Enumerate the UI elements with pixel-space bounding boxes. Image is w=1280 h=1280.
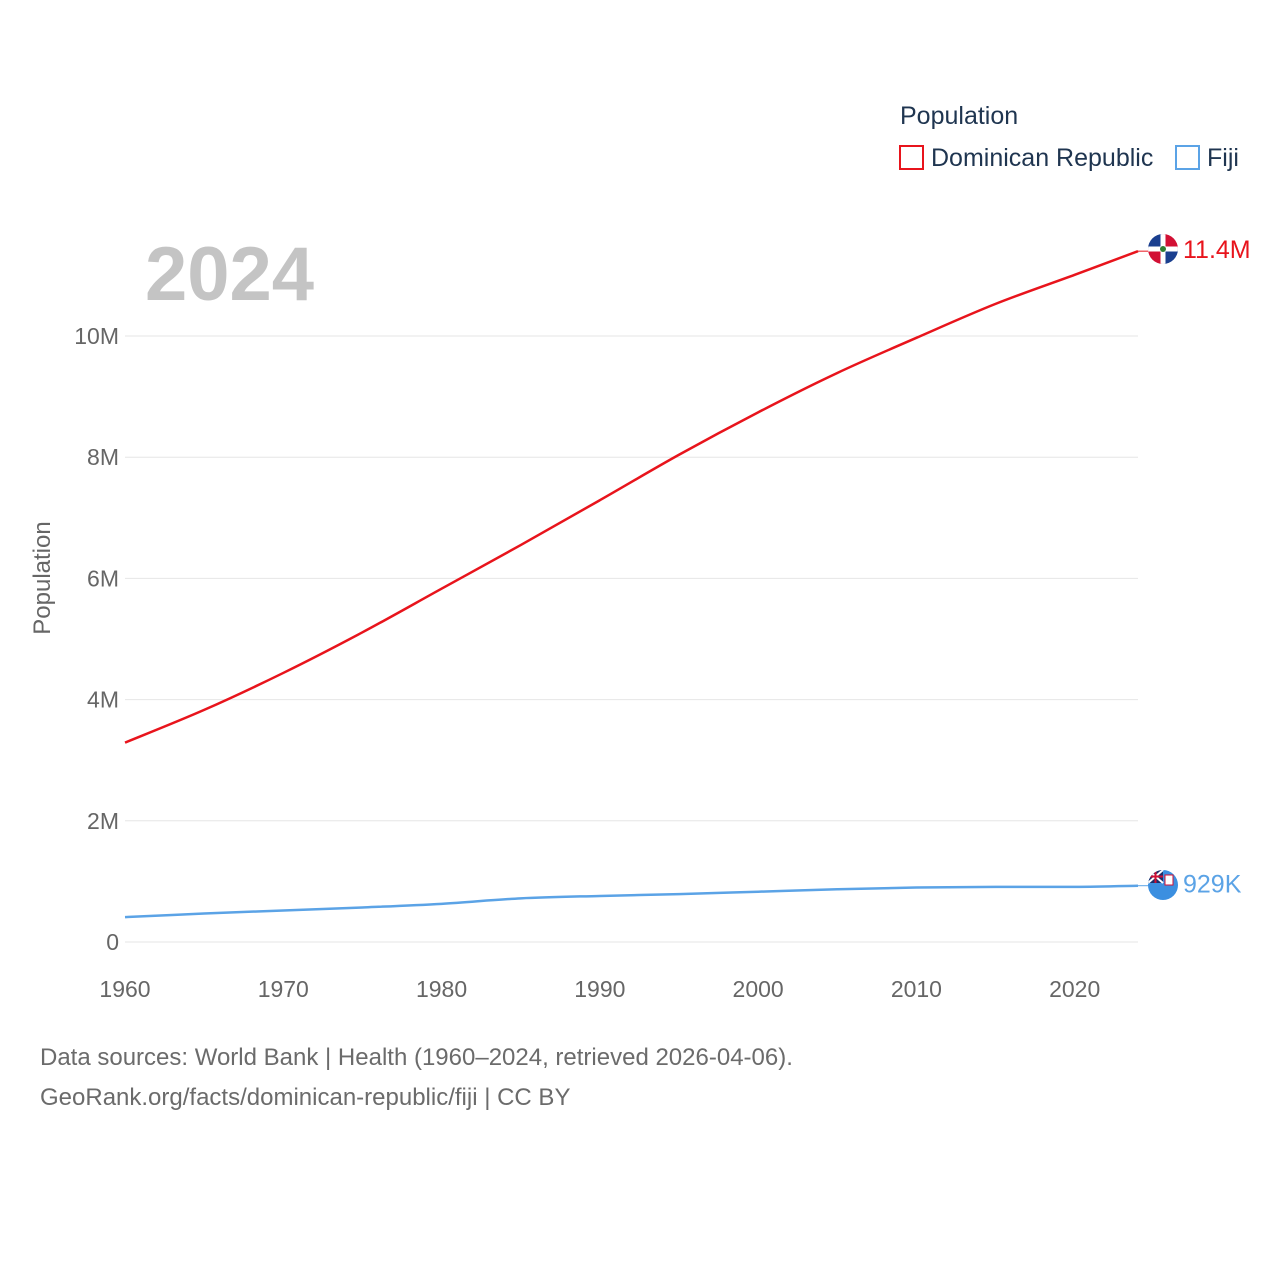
dominican-republic-flag-icon (1148, 234, 1178, 264)
legend-swatch-dominican-republic (899, 145, 924, 170)
legend-label-dominican-republic: Dominican Republic (931, 144, 1153, 172)
end-value-label-dominican-republic: 11.4M (1183, 236, 1251, 264)
source-line-2[interactable]: GeoRank.org/facts/dominican-republic/fij… (40, 1084, 571, 1111)
y-axis-ticks: 0 2M 4M 6M 8M 10M (74, 323, 119, 955)
x-tick-label: 1990 (574, 976, 625, 1002)
legend-swatch-fiji (1175, 145, 1200, 170)
fiji-flag-icon (1148, 870, 1178, 900)
series-lines: 11.4M 929K (124, 236, 1251, 919)
legend-label-fiji: Fiji (1207, 144, 1239, 172)
y-tick-label: 6M (87, 565, 119, 591)
legend-item-dominican-republic[interactable]: Dominican Republic (899, 144, 1153, 172)
legend-item-fiji[interactable]: Fiji (1175, 144, 1239, 172)
x-tick-label: 2000 (733, 976, 784, 1002)
gridlines (125, 335, 1138, 943)
y-tick-label: 10M (74, 323, 119, 349)
y-tick-label: 8M (87, 444, 119, 470)
x-tick-label: 1980 (416, 976, 467, 1002)
x-axis-ticks: 1960 1970 1980 1990 2000 2010 2020 (99, 976, 1100, 1002)
x-tick-label: 2010 (891, 976, 942, 1002)
legend: Population Dominican Republic Fiji (899, 102, 1239, 172)
year-label: 2024 (145, 232, 314, 317)
x-tick-label: 1960 (99, 976, 150, 1002)
x-tick-label: 2020 (1049, 976, 1100, 1002)
source-line-1: Data sources: World Bank | Health (1960–… (40, 1044, 793, 1071)
y-tick-label: 0 (106, 929, 119, 955)
series-line-fiji[interactable] (124, 884, 1139, 919)
legend-title: Population (900, 102, 1018, 130)
y-axis-label: Population (29, 521, 56, 634)
series-line-dominican-republic[interactable] (124, 249, 1139, 744)
x-tick-label: 1970 (258, 976, 309, 1002)
end-value-label-fiji: 929K (1183, 871, 1242, 899)
y-tick-label: 4M (87, 687, 119, 713)
y-tick-label: 2M (87, 808, 119, 834)
